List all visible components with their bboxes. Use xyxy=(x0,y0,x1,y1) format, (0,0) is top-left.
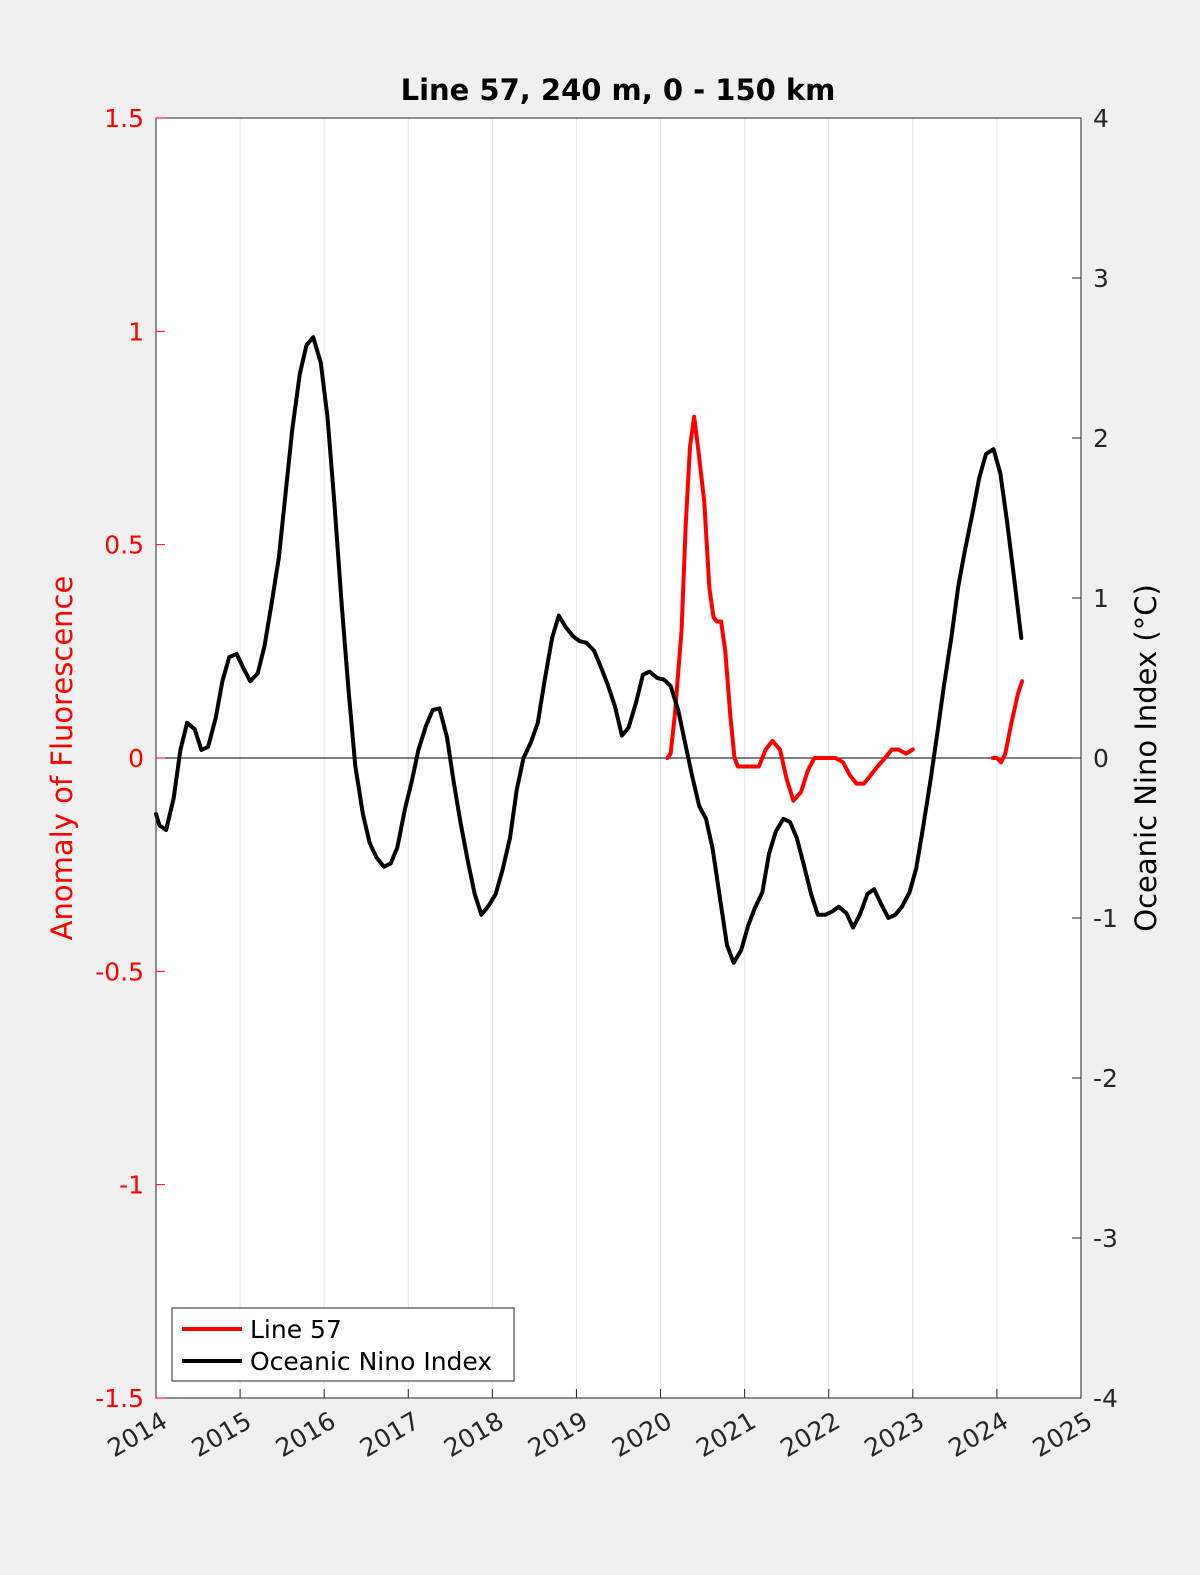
right-axis-label: Oceanic Nino Index (°C) xyxy=(1129,584,1163,932)
y-left-tick-label-1.5: 1.5 xyxy=(104,104,144,133)
y-right-tick-label--1: -1 xyxy=(1093,904,1118,933)
legend-label-line57: Line 57 xyxy=(250,1315,342,1344)
y-right-tick-label-3: 3 xyxy=(1093,264,1109,293)
legend-label-oni: Oceanic Nino Index xyxy=(250,1347,492,1376)
y-right-tick-label--4: -4 xyxy=(1093,1384,1118,1413)
series-layer xyxy=(154,335,1025,965)
series-line-oceanic-nino-index-segment-1 xyxy=(154,335,1024,965)
y-right-tick-label-1: 1 xyxy=(1093,584,1109,613)
series-line-line-57-segment-1 xyxy=(665,414,915,803)
y-right-tick-label-4: 4 xyxy=(1093,104,1109,133)
y-left-tick-label--0.5: -0.5 xyxy=(95,957,144,986)
y-right-tick-label--3: -3 xyxy=(1093,1224,1118,1253)
y-right-tick-label-2: 2 xyxy=(1093,424,1109,453)
legend-box xyxy=(171,1307,515,1382)
y-right-tick-label--2: -2 xyxy=(1093,1064,1118,1093)
series-line-line-57-segment-2 xyxy=(990,679,1025,765)
y-left-tick-label-0.5: 0.5 xyxy=(104,531,144,560)
y-left-tick-label--1.5: -1.5 xyxy=(95,1384,144,1413)
y-right-tick-label-0: 0 xyxy=(1093,744,1109,773)
y-left-tick-label--1: -1 xyxy=(119,1171,144,1200)
left-axis-label: Anomaly of Fluorescence xyxy=(45,576,79,941)
y-left-tick-label-1: 1 xyxy=(128,317,144,346)
y-left-tick-label-0: 0 xyxy=(128,744,144,773)
legend: Line 57 Oceanic Nino Index xyxy=(171,1307,515,1382)
chart-title: Line 57, 240 m, 0 - 150 km xyxy=(401,73,836,107)
